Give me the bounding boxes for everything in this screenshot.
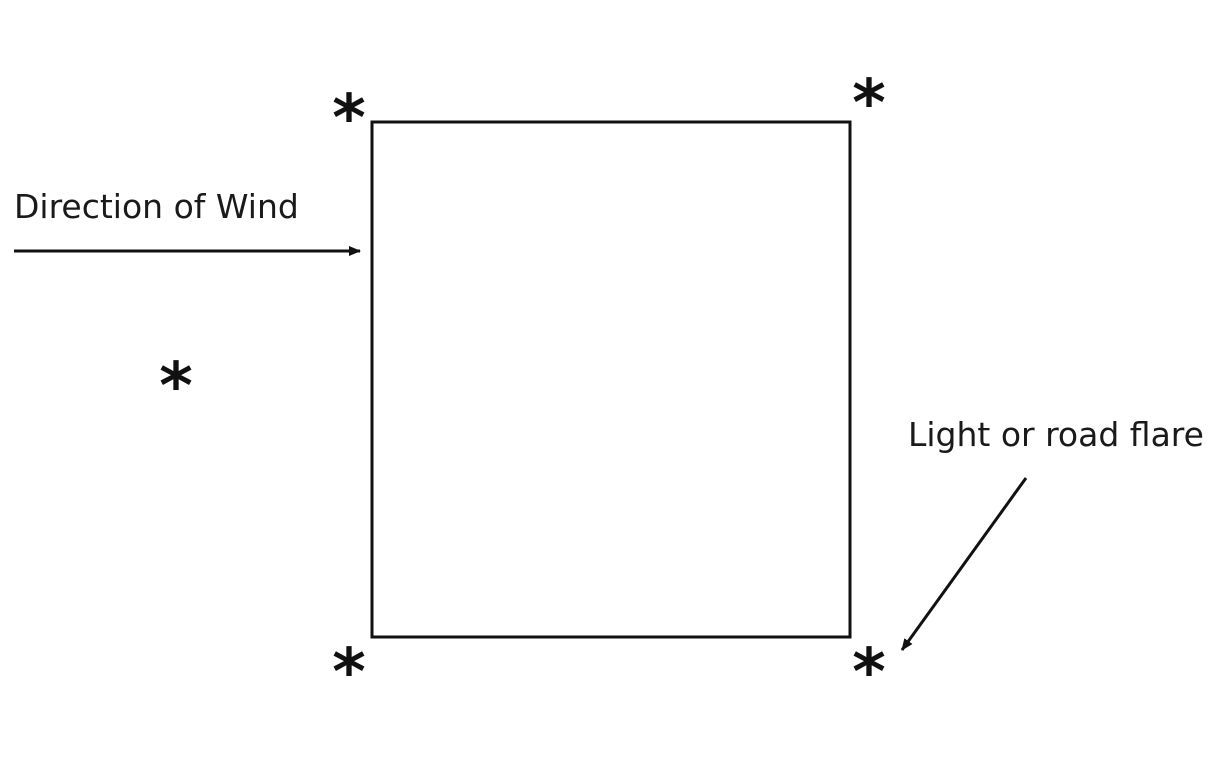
flare-marker-top-right: * bbox=[852, 67, 885, 141]
flare-marker-bottom-right: * bbox=[852, 636, 885, 710]
flare-pointer-arrow bbox=[900, 477, 1028, 651]
flare-label: Light or road flare bbox=[908, 415, 1204, 454]
flare-marker-top-left: * bbox=[332, 82, 365, 156]
flare-marker-upwind: * bbox=[159, 350, 192, 424]
wind-direction-label: Direction of Wind bbox=[14, 187, 299, 226]
flare-marker-bottom-left: * bbox=[332, 636, 365, 710]
landing-zone-square bbox=[370, 120, 852, 639]
